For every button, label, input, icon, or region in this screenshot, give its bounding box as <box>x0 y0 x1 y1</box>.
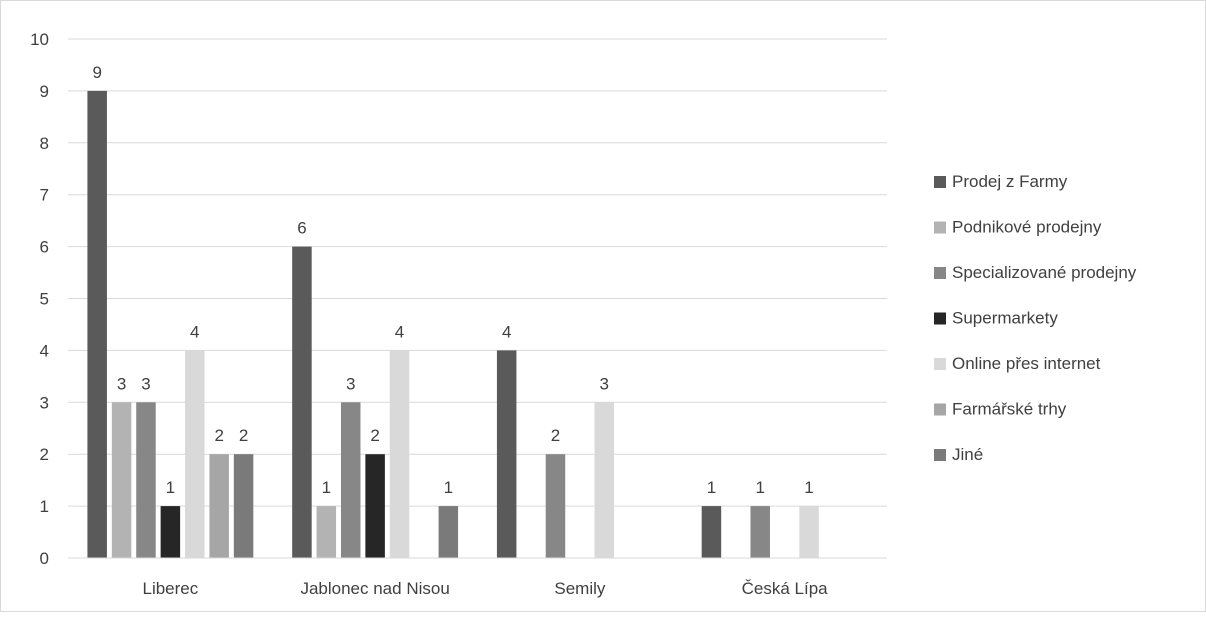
data-label: 4 <box>395 322 404 341</box>
bar <box>185 350 205 558</box>
y-tick-label: 10 <box>30 30 49 49</box>
legend-swatch <box>934 176 946 188</box>
legend-label: Podnikové prodejny <box>952 218 1102 237</box>
data-label: 2 <box>551 426 560 445</box>
legend-item: Supermarkety <box>934 309 1058 328</box>
y-tick-label: 0 <box>40 549 49 568</box>
x-tick-label: Česká Lípa <box>742 579 829 598</box>
data-label: 4 <box>190 322 199 341</box>
data-label: 3 <box>117 374 126 393</box>
data-label: 6 <box>297 219 306 238</box>
bar <box>136 402 156 558</box>
data-label: 3 <box>600 374 609 393</box>
legend-label: Jiné <box>952 445 983 464</box>
data-label: 1 <box>707 478 716 497</box>
legend-item: Prodej z Farmy <box>934 172 1068 191</box>
bar <box>111 402 132 558</box>
y-tick-label: 7 <box>40 186 49 205</box>
x-tick-label: Semily <box>554 579 606 598</box>
data-label: 1 <box>166 478 175 497</box>
bar <box>209 454 229 558</box>
legend-label: Prodej z Farmy <box>952 172 1068 191</box>
legend-swatch <box>934 267 946 279</box>
y-tick-label: 9 <box>40 82 49 101</box>
legend-item: Jiné <box>934 445 983 464</box>
bar <box>160 506 181 558</box>
legend-swatch <box>934 358 946 370</box>
x-tick-label: Jablonec nad Nisou <box>300 579 449 598</box>
bar <box>87 90 107 559</box>
legend-swatch <box>934 403 946 416</box>
y-tick-label: 6 <box>40 238 49 257</box>
bar <box>292 246 312 558</box>
x-axis: Liberec Jablonec nad Nisou Semily Česká Líp… <box>68 557 887 598</box>
data-label: 1 <box>444 478 453 497</box>
bar <box>799 506 819 558</box>
bar <box>701 506 722 558</box>
bar <box>438 506 459 558</box>
legend-swatch <box>934 449 946 461</box>
data-label: 4 <box>502 322 511 341</box>
bar <box>365 454 385 558</box>
bar <box>233 454 254 558</box>
legend: Prodej z Farmy Podnikové prodejny Speciali… <box>934 172 1137 464</box>
y-tick-label: 2 <box>40 445 49 464</box>
y-tick-label: 1 <box>40 497 49 516</box>
legend-item: Online přes internet <box>934 354 1101 373</box>
bar <box>545 454 566 558</box>
bar <box>389 350 410 558</box>
legend-item: Specializované prodejny <box>934 263 1137 282</box>
legend-label: Supermarkety <box>952 309 1058 328</box>
y-tick-label: 3 <box>40 393 49 412</box>
bars <box>87 90 819 559</box>
data-label: 2 <box>239 426 248 445</box>
data-label: 1 <box>755 478 764 497</box>
data-label: 3 <box>141 374 150 393</box>
y-tick-label: 4 <box>40 341 49 360</box>
legend-item: Podnikové prodejny <box>934 218 1102 237</box>
legend-label: Farmářské trhy <box>952 400 1067 419</box>
bar <box>594 402 615 558</box>
data-label: 9 <box>92 63 101 82</box>
data-label: 2 <box>370 426 379 445</box>
legend-item: Farmářské trhy <box>934 400 1067 419</box>
bar <box>340 402 361 558</box>
x-tick-label: Liberec <box>142 579 198 598</box>
data-label: 1 <box>804 478 813 497</box>
legend-label: Specializované prodejny <box>952 263 1137 282</box>
y-tick-label: 5 <box>40 290 49 309</box>
y-tick-label: 8 <box>40 134 49 153</box>
data-label: 1 <box>322 478 331 497</box>
bar <box>750 506 770 558</box>
bar <box>316 506 337 558</box>
y-axis-tick-labels: 0 1 2 3 4 5 6 7 8 9 10 <box>30 30 49 568</box>
data-label: 3 <box>346 374 355 393</box>
bar <box>496 350 517 558</box>
legend-label: Online přes internet <box>952 354 1101 373</box>
data-label: 2 <box>214 426 223 445</box>
legend-swatch <box>934 221 946 234</box>
legend-swatch <box>934 312 946 325</box>
